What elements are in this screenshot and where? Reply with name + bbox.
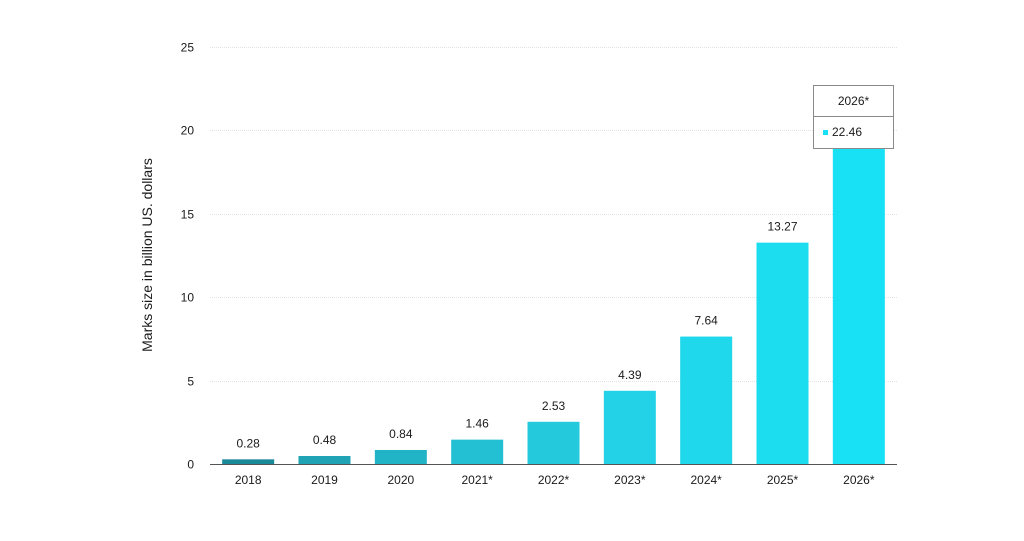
tooltip-swatch xyxy=(823,130,828,135)
bar xyxy=(451,439,504,464)
bar xyxy=(298,455,351,464)
tooltip-category: 2026* xyxy=(814,86,893,117)
data-label: 0.84 xyxy=(389,427,413,441)
x-tick-label: 2021* xyxy=(461,473,493,487)
x-tick-label: 2018 xyxy=(235,473,262,487)
x-tick-label: 2025* xyxy=(767,473,799,487)
y-tick-label: 10 xyxy=(181,291,195,305)
x-tick-label: 2026* xyxy=(843,473,875,487)
x-tick-label: 2024* xyxy=(690,473,722,487)
bars xyxy=(222,89,885,465)
y-axis-ticks: 0 5 10 15 20 25 xyxy=(181,41,195,472)
data-label: 0.28 xyxy=(236,436,260,450)
bar xyxy=(527,421,580,464)
tooltip-value: 22.46 xyxy=(832,125,863,139)
x-tick-label: 2022* xyxy=(538,473,570,487)
x-axis-ticks: 2018 2019 2020 2021* 2022* 2023* 2024* 2025* 202… xyxy=(235,473,875,487)
bar xyxy=(680,336,733,464)
y-tick-label: 0 xyxy=(187,458,194,472)
y-tick-label: 5 xyxy=(187,375,194,389)
bar xyxy=(756,242,809,464)
x-tick-label: 2019 xyxy=(311,473,338,487)
bar xyxy=(603,390,656,464)
bar xyxy=(222,459,275,464)
x-tick-label: 2023* xyxy=(614,473,646,487)
y-tick-label: 25 xyxy=(181,41,195,55)
data-label: 2.53 xyxy=(542,399,566,413)
tooltip-value-row: 22.46 xyxy=(814,117,893,148)
data-label: 0.48 xyxy=(313,433,337,447)
y-tick-label: 20 xyxy=(181,124,195,138)
bar xyxy=(832,89,885,465)
tooltip: 2026* 22.46 xyxy=(813,85,894,149)
bar xyxy=(374,449,427,464)
data-label: 4.39 xyxy=(618,368,642,382)
y-tick-label: 15 xyxy=(181,208,195,222)
data-label: 7.64 xyxy=(694,314,718,328)
data-label: 13.27 xyxy=(767,220,797,234)
data-label: 1.46 xyxy=(465,417,489,431)
y-axis-label: Marks size in billion US. dollars xyxy=(139,158,155,352)
data-labels: 0.28 0.48 0.84 1.46 2.53 4.39 7.64 13.27 xyxy=(236,220,797,451)
x-tick-label: 2020 xyxy=(387,473,414,487)
